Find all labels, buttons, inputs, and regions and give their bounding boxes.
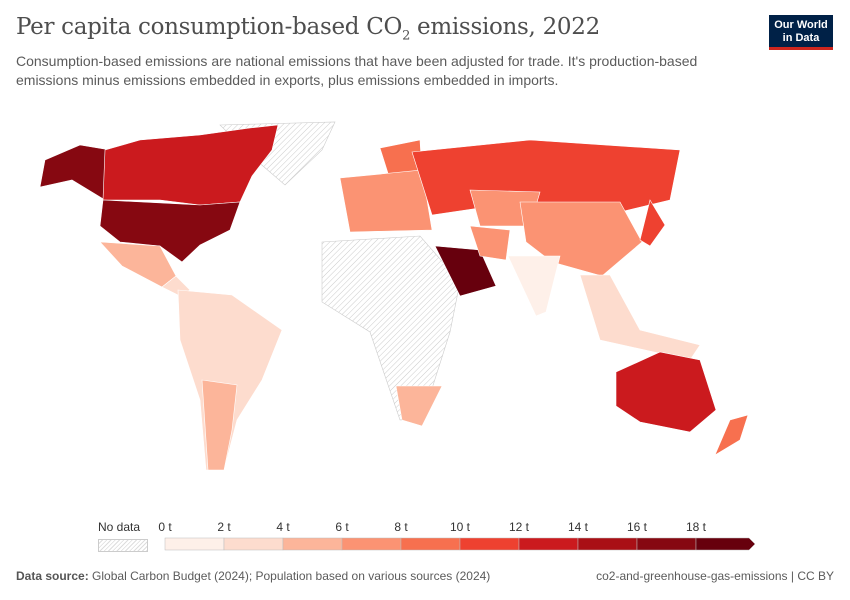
region-south-africa[interactable] xyxy=(395,385,443,427)
legend-tick-label: 14 t xyxy=(567,520,589,534)
region-africa[interactable] xyxy=(321,235,461,421)
legend-bin[interactable] xyxy=(518,537,579,551)
chart-subtitle: Consumption-based emissions are national… xyxy=(16,53,698,88)
legend-bin[interactable] xyxy=(577,537,638,551)
region-argentina-chile[interactable] xyxy=(201,379,238,471)
legend-bin[interactable] xyxy=(695,537,756,551)
legend-tick-label: 12 t xyxy=(508,520,530,534)
region-iran[interactable] xyxy=(469,225,511,261)
legend-tick-label: 18 t xyxy=(685,520,707,534)
legend-tick-label: 8 t xyxy=(394,520,408,534)
legend-bin[interactable] xyxy=(400,537,461,551)
legend-tick-label: 4 t xyxy=(276,520,290,534)
region-usa[interactable] xyxy=(99,199,241,263)
no-data-swatch[interactable] xyxy=(98,539,148,552)
legend-bin[interactable] xyxy=(459,537,520,551)
legend-bin[interactable] xyxy=(341,537,402,551)
region-alaska[interactable] xyxy=(39,144,111,201)
region-canada[interactable] xyxy=(102,124,279,206)
legend-tick-label: 2 t xyxy=(217,520,231,534)
region-new-zealand[interactable] xyxy=(714,414,749,456)
owid-logo[interactable]: Our World in Data xyxy=(769,15,833,50)
color-legend: No data 0 t 2 t 4 t 6 t 8 t 10 t 12 t 14 t 16 t 1… xyxy=(0,515,850,555)
legend-tick-label: 0 t xyxy=(158,520,172,534)
region-south-america[interactable] xyxy=(177,289,283,471)
no-data-label: No data xyxy=(98,520,141,534)
legend-bin[interactable] xyxy=(223,537,284,551)
footer-slug[interactable]: co2-and-greenhouse-gas-emissions | CC BY xyxy=(596,569,834,583)
region-southeast-asia[interactable] xyxy=(579,274,701,361)
legend-color-bar xyxy=(164,537,756,551)
legend-bin[interactable] xyxy=(636,537,697,551)
legend-tick-label: 6 t xyxy=(335,520,349,534)
legend-tick-label: 16 t xyxy=(626,520,648,534)
data-source: Data source: Global Carbon Budget (2024)… xyxy=(16,569,491,583)
legend-bin[interactable] xyxy=(164,537,225,551)
region-saudi-arabia[interactable] xyxy=(434,245,497,297)
world-map[interactable] xyxy=(0,110,850,510)
legend-tick-label: 10 t xyxy=(449,520,471,534)
region-japan[interactable] xyxy=(639,199,666,247)
region-india[interactable] xyxy=(507,255,561,317)
region-europe[interactable] xyxy=(339,169,433,233)
chart-title: Per capita consumption-based CO2 emissio… xyxy=(16,14,600,44)
legend-bin[interactable] xyxy=(282,537,343,551)
region-australia[interactable] xyxy=(615,351,717,433)
